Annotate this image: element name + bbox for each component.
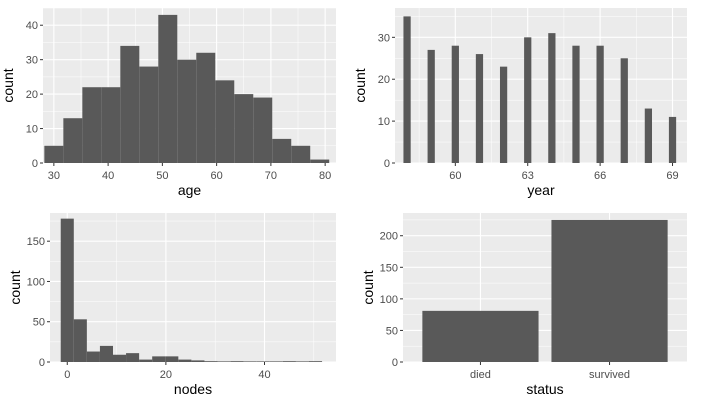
- x-tick-label: 40: [102, 170, 114, 182]
- year-histogram: 0 10 20 30 60 63 66 69 year count: [352, 8, 687, 198]
- histogram-bar: [191, 360, 205, 362]
- nodes-histogram: 0 50 100 150 0 20 40 nodes count: [7, 213, 336, 397]
- y-tick-label: 0: [32, 158, 38, 170]
- x-tick-label: died: [470, 369, 491, 381]
- histogram-bar: [215, 80, 235, 163]
- y-tick-label: 150: [380, 262, 398, 274]
- x-tick-label: 63: [522, 170, 534, 182]
- histogram-bar: [309, 361, 323, 362]
- x-axis-title: age: [178, 182, 202, 198]
- histogram-bar: [596, 45, 604, 164]
- histogram-bar: [451, 45, 459, 164]
- histogram-bar: [217, 361, 231, 362]
- histogram-bar: [126, 353, 140, 362]
- histogram-bar: [644, 108, 653, 163]
- histogram-bar: [475, 54, 484, 163]
- y-tick-label: 0: [384, 158, 390, 170]
- histogram-bar: [120, 45, 140, 164]
- y-tick-label: 100: [27, 276, 45, 288]
- histogram-bar: [177, 59, 197, 163]
- histogram-bar: [243, 361, 257, 362]
- histogram-bar: [86, 351, 100, 362]
- histogram-bar: [112, 354, 127, 362]
- histogram-bar: [60, 218, 74, 362]
- y-tick-label: 50: [33, 317, 45, 329]
- y-tick-label: 0: [39, 357, 45, 369]
- histogram-bar: [403, 16, 411, 164]
- y-tick-label: 40: [26, 20, 38, 32]
- histogram-bar: [101, 87, 121, 163]
- x-tick-label: survived: [589, 369, 630, 381]
- histogram-bar: [572, 45, 580, 164]
- histogram-bar: [295, 361, 310, 362]
- y-axis-title: count: [352, 68, 368, 102]
- panel-background: [50, 213, 336, 362]
- y-tick-label: 200: [380, 231, 398, 243]
- y-tick-label: 100: [380, 294, 398, 306]
- histogram-bar: [73, 319, 87, 362]
- x-axis-title: nodes: [174, 381, 212, 397]
- histogram-bar: [620, 58, 628, 163]
- y-axis-title: count: [0, 68, 16, 102]
- y-tick-label: 10: [26, 124, 38, 136]
- x-tick-label: 50: [156, 170, 168, 182]
- histogram-bar: [524, 37, 532, 163]
- y-tick-label: 20: [378, 74, 390, 86]
- y-tick-label: 30: [378, 32, 390, 44]
- histogram-bar: [548, 33, 556, 164]
- x-tick-label: 40: [258, 369, 270, 381]
- histogram-bar: [204, 361, 218, 362]
- histogram-bar: [165, 356, 179, 362]
- histogram-bar: [152, 356, 166, 362]
- x-tick-label: 30: [48, 170, 60, 182]
- histogram-bar: [44, 145, 64, 163]
- histogram-bar: [63, 118, 83, 163]
- histogram-bar: [139, 66, 159, 163]
- x-axis-title: year: [527, 182, 555, 198]
- x-tick-label: 70: [265, 170, 277, 182]
- histogram-bar: [196, 52, 216, 163]
- y-tick-label: 0: [392, 357, 398, 369]
- y-tick-label: 150: [27, 236, 45, 248]
- y-tick-label: 50: [386, 325, 398, 337]
- histogram-bar: [291, 145, 311, 163]
- histogram-bar: [668, 116, 677, 163]
- histogram-bar: [256, 361, 270, 362]
- y-tick-label: 10: [378, 116, 390, 128]
- bar: [422, 310, 539, 362]
- x-tick-label: 0: [64, 369, 70, 381]
- histogram-bar: [230, 361, 244, 362]
- age-histogram: 0 10 20 30 40 30 40 50 60 70 80 age count: [0, 7, 336, 198]
- histogram-bar: [139, 359, 153, 362]
- y-axis-title: count: [360, 270, 376, 304]
- x-tick-label: 20: [160, 369, 172, 381]
- histogram-bar: [427, 49, 435, 163]
- status-bar-chart: 0 50 100 150 200 died survived status count: [360, 213, 687, 397]
- y-axis-title: count: [7, 270, 23, 304]
- y-tick-label: 20: [26, 89, 38, 101]
- histogram-bar: [234, 94, 254, 163]
- x-tick-label: 60: [449, 170, 461, 182]
- histogram-bar: [272, 138, 292, 163]
- histogram-bar: [310, 159, 330, 163]
- x-axis-title: status: [526, 381, 563, 397]
- x-tick-label: 69: [666, 170, 678, 182]
- histogram-bar: [158, 14, 178, 164]
- panel-background: [395, 8, 687, 163]
- x-tick-label: 66: [594, 170, 606, 182]
- histogram-bar: [269, 361, 283, 362]
- x-tick-label: 80: [319, 170, 331, 182]
- bar: [551, 219, 668, 362]
- histogram-bar: [178, 359, 192, 362]
- histogram-bar: [499, 66, 508, 163]
- histogram-bar: [99, 345, 113, 362]
- y-tick-label: 30: [26, 55, 38, 67]
- histogram-bar: [253, 97, 273, 163]
- x-tick-label: 60: [211, 170, 223, 182]
- histogram-bar: [82, 87, 102, 163]
- histogram-bar: [282, 361, 296, 362]
